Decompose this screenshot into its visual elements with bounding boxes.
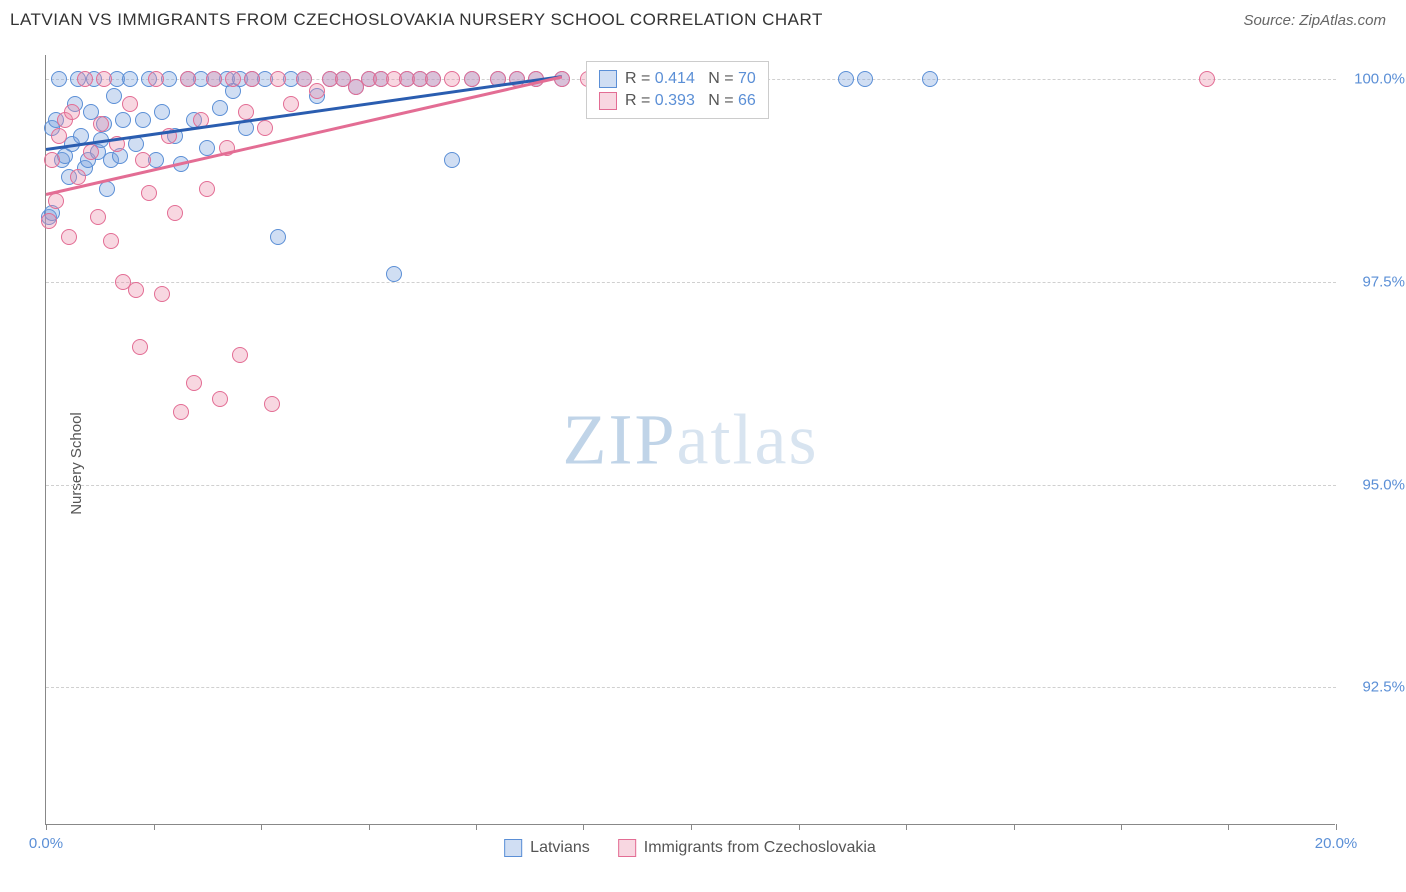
correlation-legend-row: R = 0.414 N = 70 (599, 68, 756, 90)
scatter-point (1199, 71, 1215, 87)
x-tick-mark (369, 824, 370, 830)
scatter-point (61, 229, 77, 245)
scatter-point (48, 193, 64, 209)
watermark-zip: ZIP (563, 399, 677, 479)
scatter-point (444, 152, 460, 168)
scatter-point (128, 282, 144, 298)
watermark: ZIPatlas (563, 398, 819, 481)
scatter-point (122, 96, 138, 112)
scatter-point (93, 116, 109, 132)
x-tick-mark (46, 824, 47, 830)
scatter-point (225, 71, 241, 87)
scatter-point (257, 120, 273, 136)
chart-container: Nursery School ZIPatlas 100.0%97.5%95.0%… (45, 55, 1335, 825)
scatter-point (270, 71, 286, 87)
x-tick-mark (1014, 824, 1015, 830)
scatter-point (264, 396, 280, 412)
scatter-point (135, 112, 151, 128)
y-tick-label: 92.5% (1362, 679, 1405, 696)
scatter-point (199, 181, 215, 197)
x-tick-label: 20.0% (1315, 835, 1358, 852)
scatter-point (309, 83, 325, 99)
x-tick-label: 0.0% (29, 835, 63, 852)
scatter-point (186, 375, 202, 391)
correlation-stats: R = 0.414 N = 70 (625, 70, 756, 88)
x-tick-mark (261, 824, 262, 830)
x-tick-mark (154, 824, 155, 830)
scatter-point (103, 233, 119, 249)
scatter-point (173, 404, 189, 420)
scatter-point (244, 71, 260, 87)
trendline (46, 75, 563, 195)
scatter-point (238, 104, 254, 120)
x-tick-mark (906, 824, 907, 830)
y-tick-label: 100.0% (1354, 71, 1405, 88)
watermark-atlas: atlas (677, 399, 819, 479)
legend-swatch (599, 70, 617, 88)
source-attribution: Source: ZipAtlas.com (1243, 12, 1386, 29)
y-tick-label: 97.5% (1362, 273, 1405, 290)
x-tick-mark (583, 824, 584, 830)
scatter-point (135, 152, 151, 168)
scatter-point (96, 71, 112, 87)
scatter-point (141, 185, 157, 201)
scatter-point (70, 169, 86, 185)
gridline-h (46, 282, 1336, 283)
scatter-point (132, 339, 148, 355)
plot-area: ZIPatlas 100.0%97.5%95.0%92.5%0.0%20.0%R… (45, 55, 1335, 825)
scatter-point (296, 71, 312, 87)
scatter-point (270, 229, 286, 245)
scatter-point (167, 205, 183, 221)
scatter-point (857, 71, 873, 87)
scatter-point (51, 128, 67, 144)
correlation-stats: R = 0.393 N = 66 (625, 92, 756, 110)
x-tick-mark (1121, 824, 1122, 830)
x-tick-mark (1228, 824, 1229, 830)
scatter-point (64, 104, 80, 120)
legend-swatch (599, 92, 617, 110)
scatter-point (212, 100, 228, 116)
legend-label: Latvians (530, 839, 590, 857)
legend-swatch (618, 839, 636, 857)
scatter-point (51, 71, 67, 87)
scatter-point (232, 347, 248, 363)
legend-item: Immigrants from Czechoslovakia (618, 839, 876, 857)
scatter-point (122, 71, 138, 87)
scatter-point (154, 286, 170, 302)
x-tick-mark (476, 824, 477, 830)
chart-header: LATVIAN VS IMMIGRANTS FROM CZECHOSLOVAKI… (0, 0, 1406, 40)
scatter-point (838, 71, 854, 87)
correlation-legend: R = 0.414 N = 70 R = 0.393 N = 66 (586, 61, 769, 119)
legend-item: Latvians (504, 839, 590, 857)
x-tick-mark (1336, 824, 1337, 830)
legend-label: Immigrants from Czechoslovakia (644, 839, 876, 857)
legend-swatch (504, 839, 522, 857)
x-tick-mark (691, 824, 692, 830)
scatter-point (180, 71, 196, 87)
scatter-point (77, 71, 93, 87)
scatter-point (41, 213, 57, 229)
x-tick-mark (799, 824, 800, 830)
gridline-h (46, 687, 1336, 688)
scatter-point (212, 391, 228, 407)
scatter-point (90, 209, 106, 225)
scatter-point (922, 71, 938, 87)
correlation-legend-row: R = 0.393 N = 66 (599, 90, 756, 112)
scatter-point (464, 71, 480, 87)
scatter-point (106, 88, 122, 104)
scatter-point (154, 104, 170, 120)
legend-bottom: Latvians Immigrants from Czechoslovakia (504, 839, 876, 857)
scatter-point (44, 152, 60, 168)
scatter-point (115, 112, 131, 128)
scatter-point (83, 144, 99, 160)
scatter-point (425, 71, 441, 87)
scatter-point (283, 96, 299, 112)
scatter-point (386, 266, 402, 282)
gridline-h (46, 485, 1336, 486)
chart-title: LATVIAN VS IMMIGRANTS FROM CZECHOSLOVAKI… (10, 10, 823, 30)
scatter-point (444, 71, 460, 87)
y-tick-label: 95.0% (1362, 476, 1405, 493)
scatter-point (206, 71, 222, 87)
scatter-point (148, 71, 164, 87)
